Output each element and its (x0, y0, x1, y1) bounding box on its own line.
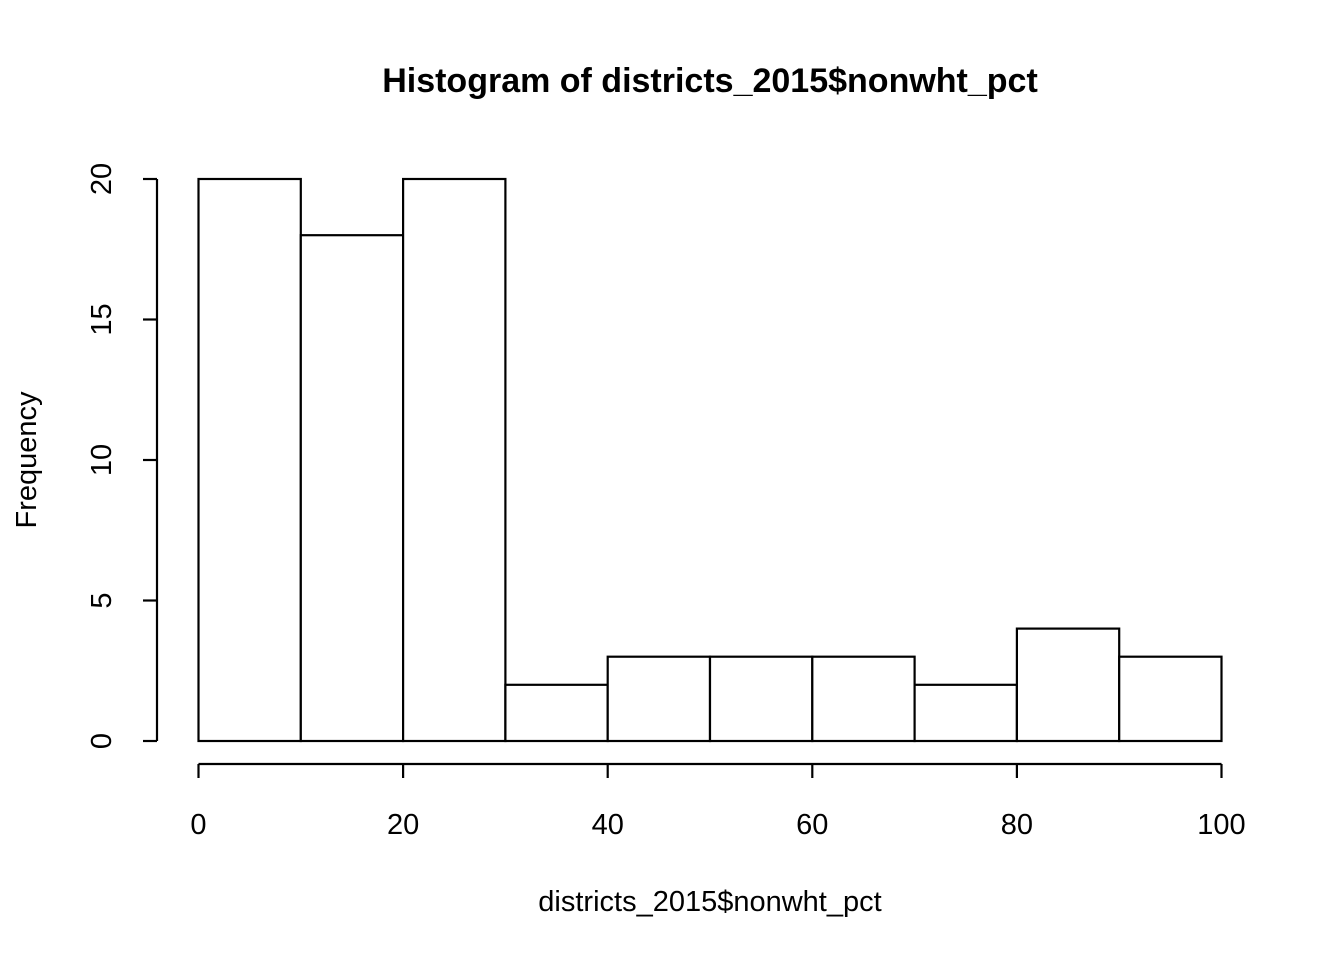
y-tick-label: 10 (86, 444, 118, 476)
histogram-bar-80-90 (1015, 627, 1121, 743)
histogram-bar-90-100 (1118, 655, 1223, 743)
y-tick-label: 0 (86, 733, 118, 749)
histogram-bar-40-50 (606, 655, 712, 743)
chart-title: Histogram of districts_2015$nonwht_pct (382, 62, 1038, 100)
y-tick-label: 15 (86, 303, 118, 335)
x-tick-label: 100 (1197, 809, 1245, 841)
histogram-bar-30-40 (504, 683, 609, 743)
x-axis: 0 20 40 60 80 100 (190, 762, 1246, 841)
histogram-bar-70-80 (913, 683, 1018, 743)
histogram-bar-20-30 (402, 177, 507, 743)
histogram-bar-10-20 (299, 234, 405, 743)
y-tick-label: 20 (86, 163, 118, 195)
x-tick-label: 0 (190, 809, 206, 841)
histogram-bar-0-10 (197, 177, 302, 743)
y-axis-label: Frequency (11, 391, 43, 529)
x-tick-label: 20 (387, 809, 419, 841)
x-tick-label: 80 (1001, 809, 1033, 841)
histogram-bar-50-60 (708, 655, 814, 743)
x-tick-label: 40 (592, 809, 624, 841)
x-tick-label: 60 (796, 809, 828, 841)
x-axis-label: districts_2015$nonwht_pct (538, 886, 881, 918)
bars (197, 177, 1223, 743)
histogram-bar-60-70 (811, 655, 916, 743)
y-axis: 0 5 10 15 20 (86, 163, 159, 749)
y-tick-label: 5 (86, 592, 118, 608)
